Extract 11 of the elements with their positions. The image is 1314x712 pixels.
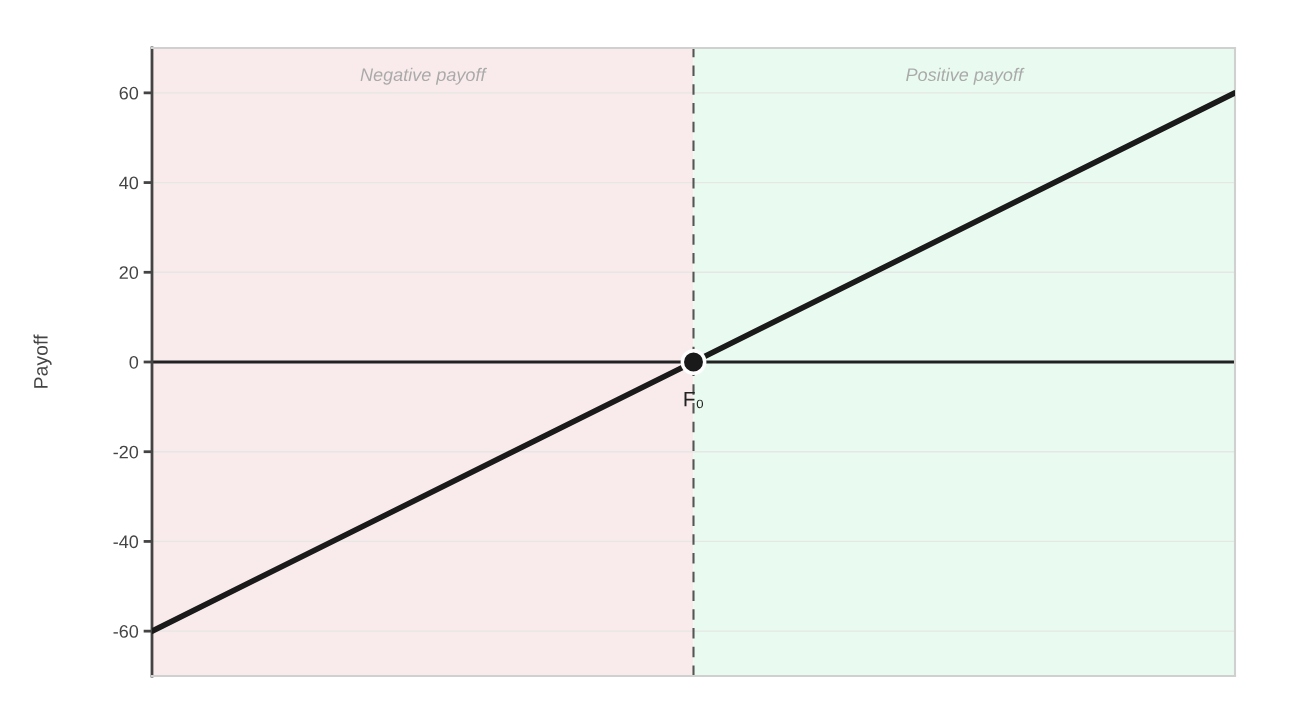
y-tick-label: 60 <box>119 86 139 100</box>
y-tick-label: -60 <box>113 625 139 638</box>
y-tick-label: 0 <box>129 355 139 369</box>
y-tick-label: -40 <box>113 535 139 549</box>
annotation: Negative payoff <box>360 67 488 85</box>
y-axis-title: Payoff <box>33 334 52 388</box>
y-tick-label: -20 <box>113 445 139 459</box>
annotation: F₀ <box>684 391 704 409</box>
y-tick-label: 40 <box>119 176 139 190</box>
y-tick-label: 20 <box>119 266 139 280</box>
annotation: Positive payoff <box>906 67 1025 85</box>
